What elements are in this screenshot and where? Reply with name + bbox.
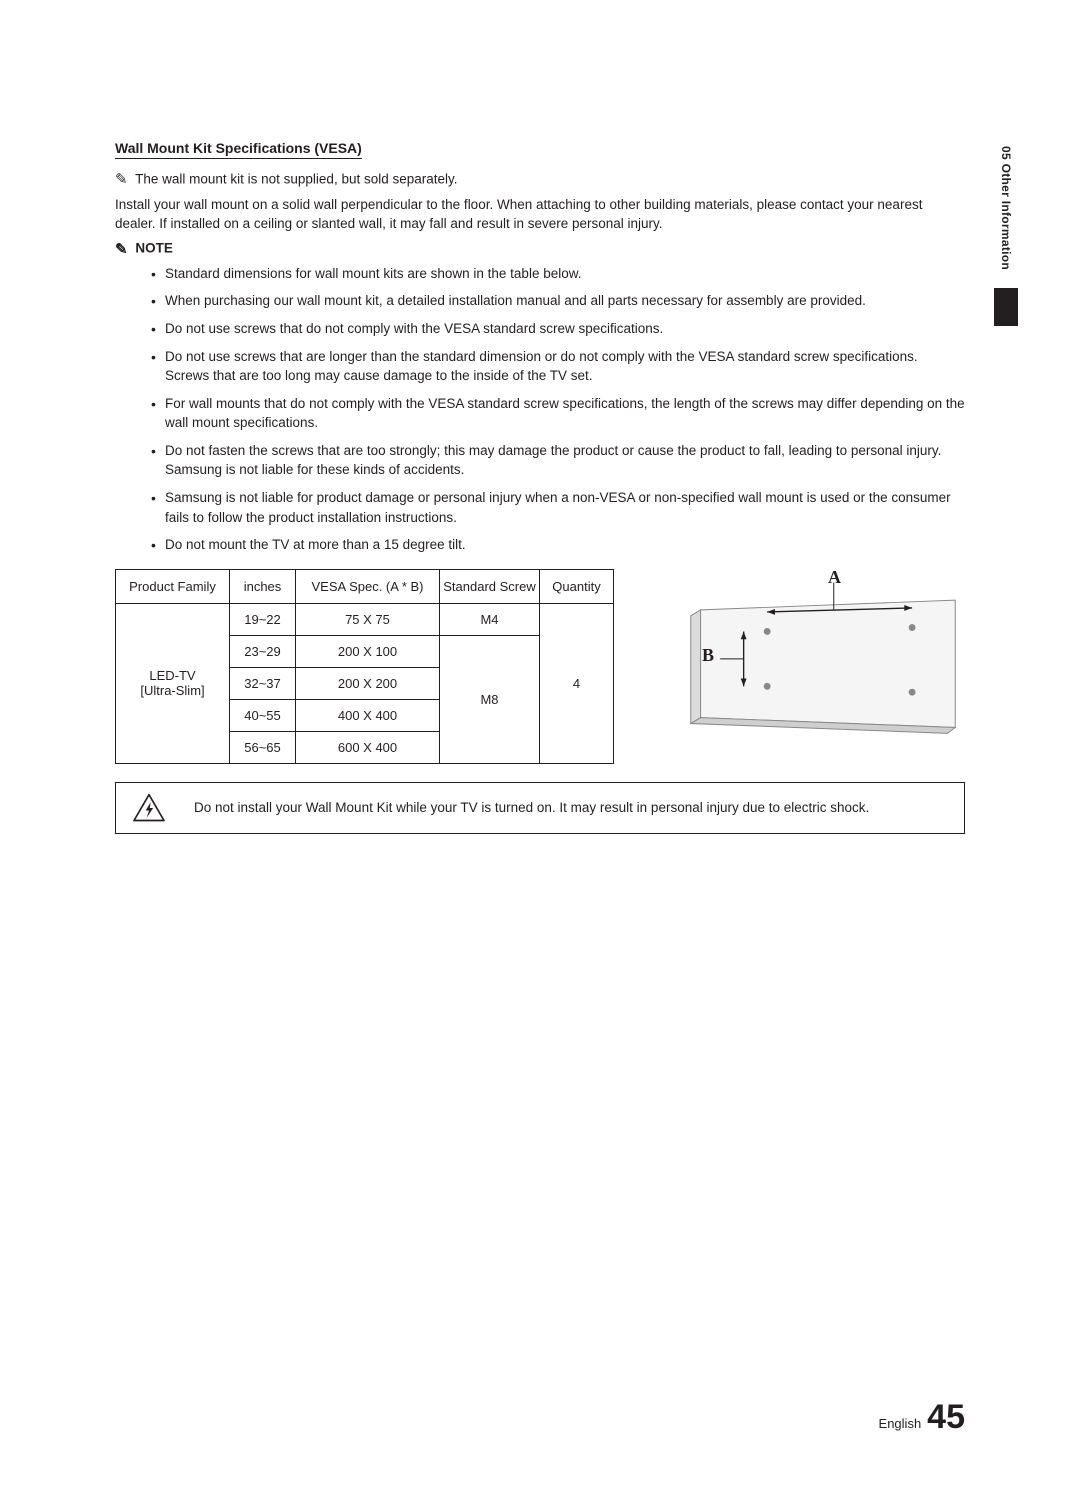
- cell-inches: 19~22: [230, 603, 296, 635]
- th-quantity: Quantity: [540, 569, 614, 603]
- cell-inches: 23~29: [230, 635, 296, 667]
- th-product-family: Product Family: [116, 569, 230, 603]
- page-content: Wall Mount Kit Specifications (VESA) ✎ T…: [0, 0, 1080, 834]
- install-paragraph: Install your wall mount on a solid wall …: [115, 195, 965, 234]
- diagram-label-a: A: [828, 567, 841, 588]
- footer-page-number: 45: [927, 1400, 965, 1434]
- cell-vesa: 200 X 100: [296, 635, 440, 667]
- cell-vesa: 200 X 200: [296, 667, 440, 699]
- cell-quantity: 4: [540, 603, 614, 763]
- th-vesa-spec: VESA Spec. (A * B): [296, 569, 440, 603]
- warning-box: Do not install your Wall Mount Kit while…: [115, 782, 965, 834]
- caution-shock-icon: [132, 793, 166, 823]
- th-inches: inches: [230, 569, 296, 603]
- page-footer: English 45: [879, 1400, 965, 1434]
- pencil-note-icon: ✎: [115, 169, 128, 191]
- cell-vesa: 600 X 400: [296, 731, 440, 763]
- bullet-item: For wall mounts that do not comply with …: [151, 394, 965, 433]
- note-supplied-text: The wall mount kit is not supplied, but …: [135, 171, 457, 186]
- cell-inches: 56~65: [230, 731, 296, 763]
- bullet-item: Do not use screws that do not comply wit…: [151, 319, 965, 339]
- cell-vesa: 400 X 400: [296, 699, 440, 731]
- bullet-item: When purchasing our wall mount kit, a de…: [151, 291, 965, 311]
- section-title: Wall Mount Kit Specifications (VESA): [115, 140, 362, 159]
- vesa-diagram: A B: [632, 569, 965, 739]
- bullet-item: Do not mount the TV at more than a 15 de…: [151, 535, 965, 555]
- spec-row: Product Family inches VESA Spec. (A * B)…: [115, 569, 965, 764]
- cell-inches: 32~37: [230, 667, 296, 699]
- bullet-item: Do not use screws that are longer than t…: [151, 347, 965, 386]
- pencil-note-icon: ✎: [115, 240, 128, 258]
- note-bullet-list: Standard dimensions for wall mount kits …: [115, 264, 965, 555]
- bullet-item: Samsung is not liable for product damage…: [151, 488, 965, 527]
- note-heading-text: NOTE: [135, 240, 173, 255]
- warning-text: Do not install your Wall Mount Kit while…: [194, 798, 869, 818]
- footer-language: English: [879, 1416, 922, 1431]
- cell-screw: M8: [440, 635, 540, 763]
- cell-inches: 40~55: [230, 699, 296, 731]
- cell-screw: M4: [440, 603, 540, 635]
- table-row: LED-TV [Ultra-Slim] 19~22 75 X 75 M4 4: [116, 603, 614, 635]
- vesa-diagram-svg: [632, 569, 965, 739]
- bullet-item: Do not fasten the screws that are too st…: [151, 441, 965, 480]
- note-heading: ✎ NOTE: [115, 240, 965, 258]
- bullet-item: Standard dimensions for wall mount kits …: [151, 264, 965, 284]
- diagram-label-b: B: [702, 645, 714, 666]
- vesa-spec-table: Product Family inches VESA Spec. (A * B)…: [115, 569, 614, 764]
- cell-vesa: 75 X 75: [296, 603, 440, 635]
- th-standard-screw: Standard Screw: [440, 569, 540, 603]
- table-header-row: Product Family inches VESA Spec. (A * B)…: [116, 569, 614, 603]
- cell-product-family: LED-TV [Ultra-Slim]: [116, 603, 230, 763]
- note-supplied: ✎ The wall mount kit is not supplied, bu…: [115, 169, 965, 191]
